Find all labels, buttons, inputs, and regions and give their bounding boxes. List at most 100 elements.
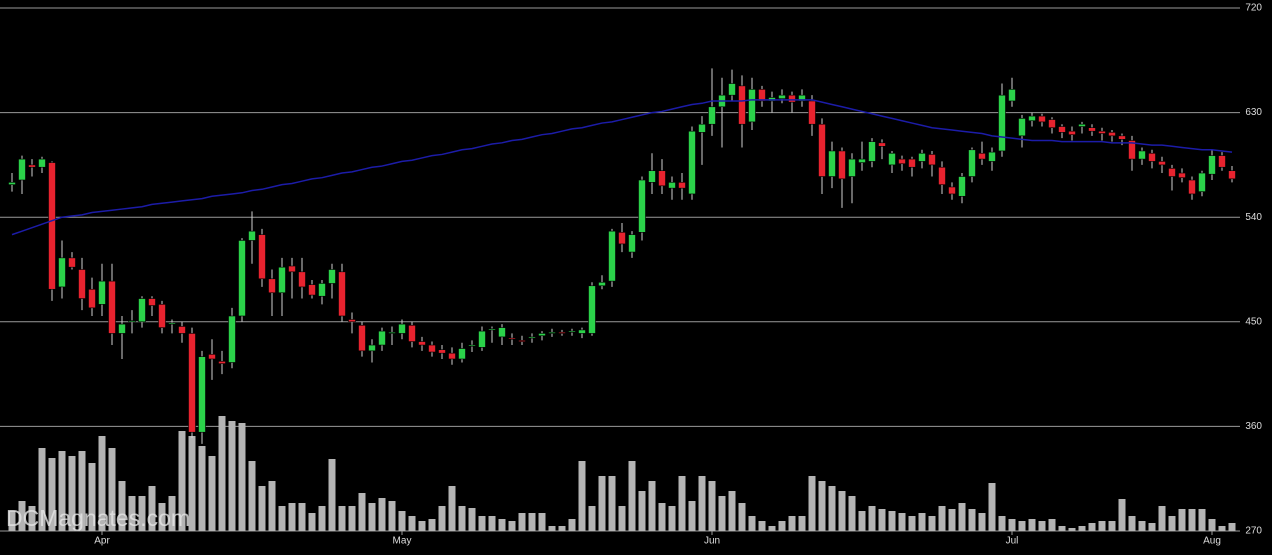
volume-bar: [688, 501, 696, 531]
x-tick-label: Jul: [1006, 536, 1019, 547]
volume-bar: [98, 436, 106, 531]
candle-body: [348, 319, 356, 323]
volume-bar: [178, 431, 186, 531]
candle-body: [108, 280, 116, 334]
volume-bar: [18, 501, 26, 531]
volume-bar: [1058, 526, 1066, 531]
volume-bar: [438, 506, 446, 531]
volume-bar: [198, 446, 206, 531]
volume-bar: [128, 496, 136, 531]
x-tick-label: Apr: [94, 536, 110, 547]
volume-bar: [858, 511, 866, 531]
candle-body: [478, 330, 486, 348]
candle-body: [1178, 172, 1186, 178]
volume-bar: [748, 516, 756, 531]
volume-bar: [1028, 519, 1036, 531]
candle-body: [908, 158, 916, 168]
volume-bar: [948, 509, 956, 531]
volume-bar: [1038, 521, 1046, 531]
candle-body: [548, 331, 556, 334]
candle-body: [608, 230, 616, 282]
grid: 270 360 450 540 630 720 Apr May Jun Jul Aug: [0, 3, 1262, 547]
volume-bar: [458, 506, 466, 531]
volume-bar: [1148, 523, 1156, 531]
volume-bar: [358, 493, 366, 531]
candle-body: [678, 182, 686, 189]
candle-body: [1028, 115, 1036, 122]
volume-bar: [418, 521, 426, 531]
volume-bar: [608, 476, 616, 531]
volume-bar: [728, 491, 736, 531]
volume-bar: [918, 513, 926, 531]
volume-bar: [338, 506, 346, 531]
volume-bar: [998, 516, 1006, 531]
candle-body: [118, 323, 126, 334]
volume-bar: [878, 509, 886, 531]
moving-average: [11, 99, 1233, 236]
volume-bars: [8, 416, 1236, 531]
candle-body: [58, 257, 66, 288]
volume-bar: [898, 513, 906, 531]
candle-body: [808, 100, 816, 125]
volume-bar: [1138, 521, 1146, 531]
volume-bar: [778, 521, 786, 531]
candle-body: [1198, 172, 1206, 192]
candle-body: [708, 106, 716, 125]
y-tick-label: 720: [1245, 3, 1262, 14]
candle-body: [638, 179, 646, 233]
candle-body: [1168, 168, 1176, 177]
candle-body: [1128, 140, 1136, 160]
candle-body: [648, 170, 656, 183]
candle-body: [1048, 119, 1056, 129]
candle-body: [198, 356, 206, 433]
volume-bar: [938, 506, 946, 531]
candle-body: [1218, 155, 1226, 168]
volume-bar: [868, 506, 876, 531]
volume-bar: [528, 513, 536, 531]
volume-bar: [138, 496, 146, 531]
candle-body: [328, 269, 336, 284]
volume-bar: [1218, 526, 1226, 531]
volume-bar: [218, 416, 226, 531]
candle-body: [568, 330, 576, 333]
candle-body: [868, 141, 876, 162]
candle-body: [898, 158, 906, 165]
volume-bar: [798, 516, 806, 531]
candle-body: [468, 344, 476, 347]
volume-bar: [468, 508, 476, 531]
candle-body: [368, 344, 376, 352]
candle-body: [738, 85, 746, 125]
volume-bar: [758, 521, 766, 531]
candle-body: [668, 182, 676, 189]
volume-bar: [1168, 516, 1176, 531]
candle-body: [438, 349, 446, 354]
candle-body: [958, 176, 966, 197]
volume-bar: [698, 476, 706, 531]
watermark: DCMagnates.com: [6, 505, 190, 531]
volume-bar: [1128, 516, 1136, 531]
candle-body: [138, 298, 146, 323]
candle-body: [1138, 150, 1146, 160]
candle-body: [498, 327, 506, 338]
volume-bar: [638, 491, 646, 531]
candle-body: [578, 329, 586, 334]
volume-bar: [348, 506, 356, 531]
candle-body: [488, 328, 496, 331]
volume-bar: [848, 496, 856, 531]
candle-body: [1078, 123, 1086, 127]
candle-body: [1118, 135, 1126, 140]
candle-body: [1038, 115, 1046, 123]
volume-bar: [928, 516, 936, 531]
candle-body: [698, 123, 706, 133]
candle-body: [338, 271, 346, 317]
candle-body: [888, 152, 896, 166]
candle-body: [1008, 89, 1016, 102]
candle-body: [248, 230, 256, 241]
volume-bar: [8, 511, 16, 531]
volume-bar: [398, 511, 406, 531]
volume-bar: [108, 448, 116, 531]
candle-body: [978, 152, 986, 160]
volume-bar: [38, 448, 46, 531]
volume-bar: [58, 451, 66, 531]
volume-bar: [788, 516, 796, 531]
